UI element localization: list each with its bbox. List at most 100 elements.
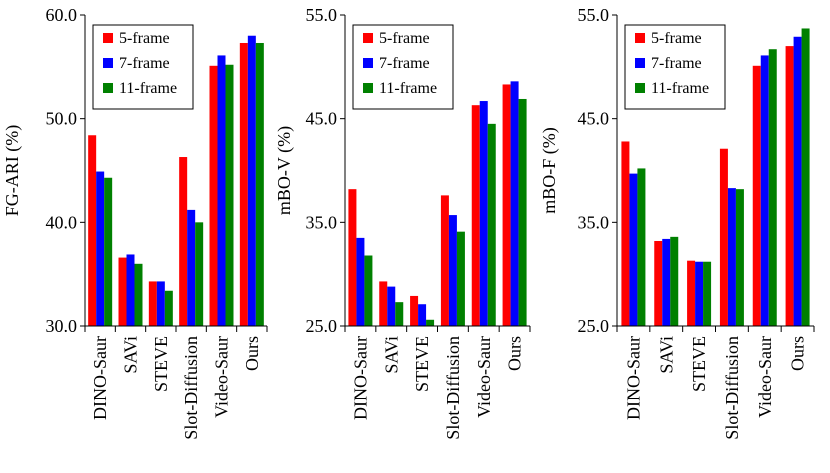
legend-swatch-7-frame — [103, 58, 113, 68]
legend-swatch-5-frame — [103, 33, 113, 43]
x-tick-label: Video-Saur — [755, 336, 775, 418]
legend-label-7-frame: 7-frame — [379, 55, 430, 72]
y-axis-label: mBO-V (%) — [274, 126, 295, 215]
bar-5-frame-Video-Saur — [471, 105, 480, 326]
x-tick-label: Slot-Diffusion — [181, 336, 201, 440]
legend-swatch-11-frame — [363, 83, 373, 93]
x-tick-label: Slot-Diffusion — [443, 336, 463, 440]
bar-11-frame-Video-Saur — [225, 64, 234, 326]
bar-5-frame-Video-Saur — [209, 65, 218, 327]
x-tick-label: STEVE — [151, 336, 171, 392]
bar-11-frame-Slot-Diffusion — [456, 231, 465, 326]
legend-label-5-frame: 5-frame — [651, 30, 702, 47]
bar-5-frame-Ours — [785, 46, 794, 326]
legend-swatch-5-frame — [635, 33, 645, 43]
x-tick-label: STEVE — [412, 336, 432, 392]
bar-5-frame-STEVE — [148, 281, 157, 326]
y-tick-label: 25.0 — [306, 316, 338, 336]
legend-label-11-frame: 11-frame — [119, 80, 177, 97]
chart-panel-1: 30.0 40.0 50.0 60.0 DINO-Saur SAVi STEVE Slot-D… — [2, 5, 268, 440]
bar-11-frame-STEVE — [164, 290, 173, 326]
bar-7-frame-Ours — [247, 35, 256, 326]
x-tick-label: Video-Saur — [474, 336, 494, 418]
legend-swatch-7-frame — [363, 58, 373, 68]
bar-11-frame-Slot-Diffusion — [735, 189, 744, 326]
y-tick-label: 35.0 — [306, 212, 338, 232]
x-tick-label: SAVi — [121, 336, 141, 374]
bar-11-frame-Ours — [801, 28, 810, 327]
bar-11-frame-Ours — [518, 98, 527, 326]
bar-7-frame-SAVi — [126, 254, 135, 326]
x-tick-label: STEVE — [689, 336, 709, 392]
x-tick-label: DINO-Saur — [623, 336, 643, 420]
x-tick-label: Video-Saur — [212, 336, 232, 418]
legend-label-5-frame: 5-frame — [379, 30, 430, 47]
bar-5-frame-SAVi — [654, 240, 663, 326]
bar-11-frame-SAVi — [134, 263, 143, 326]
bar-11-frame-STEVE — [426, 319, 435, 326]
x-tick-label: DINO-Saur — [350, 336, 370, 420]
y-tick-label: 40.0 — [46, 212, 78, 232]
legend-swatch-11-frame — [635, 83, 645, 93]
bar-7-frame-SAVi — [662, 238, 671, 326]
bar-7-frame-STEVE — [418, 304, 427, 326]
bar-5-frame-Video-Saur — [752, 65, 761, 327]
legend-swatch-11-frame — [103, 83, 113, 93]
y-tick-label: 55.0 — [306, 5, 338, 25]
bar-7-frame-DINO-Saur — [356, 237, 365, 326]
bar-7-frame-Ours — [510, 81, 519, 326]
bar-5-frame-DINO-Saur — [88, 135, 97, 326]
bar-5-frame-Ours — [502, 84, 511, 326]
bar-7-frame-DINO-Saur — [629, 173, 638, 326]
y-tick-label: 45.0 — [306, 109, 338, 129]
legend-label-7-frame: 7-frame — [119, 55, 170, 72]
bar-7-frame-Video-Saur — [479, 101, 488, 326]
bar-11-frame-Slot-Diffusion — [195, 222, 204, 326]
y-axis-label: FG-ARI (%) — [2, 125, 23, 217]
x-tick-label: SAVi — [656, 336, 676, 374]
legend-swatch-7-frame — [635, 58, 645, 68]
x-tick-label: Ours — [788, 336, 808, 371]
bar-7-frame-Ours — [793, 36, 802, 327]
bar-11-frame-SAVi — [670, 236, 679, 326]
bar-7-frame-SAVi — [387, 286, 396, 326]
y-tick-label: 60.0 — [46, 5, 78, 25]
bar-7-frame-DINO-Saur — [96, 171, 105, 326]
bar-5-frame-STEVE — [410, 295, 419, 326]
bar-11-frame-DINO-Saur — [637, 168, 646, 326]
x-tick-label: DINO-Saur — [90, 336, 110, 420]
bar-5-frame-DINO-Saur — [621, 141, 630, 326]
legend-swatch-5-frame — [363, 33, 373, 43]
x-tick-label: Ours — [242, 336, 262, 371]
chart-panel-3: 25.0 35.0 45.0 55.0 DINO-Saur SAVi STEVE Slot-D… — [539, 5, 815, 440]
legend-label-11-frame: 11-frame — [379, 80, 437, 97]
y-tick-label: 50.0 — [46, 109, 78, 129]
bar-11-frame-Video-Saur — [487, 123, 496, 326]
bar-5-frame-DINO-Saur — [348, 189, 357, 326]
bar-7-frame-Video-Saur — [217, 55, 226, 327]
x-tick-label: Slot-Diffusion — [722, 336, 742, 440]
legend-label-11-frame: 11-frame — [651, 80, 709, 97]
y-tick-label: 25.0 — [578, 316, 610, 336]
bar-7-frame-Slot-Diffusion — [187, 209, 196, 326]
y-tick-label: 55.0 — [578, 5, 610, 25]
bar-11-frame-Video-Saur — [768, 49, 777, 327]
bar-5-frame-STEVE — [687, 260, 696, 326]
bar-5-frame-Slot-Diffusion — [440, 195, 449, 326]
bar-5-frame-Slot-Diffusion — [719, 148, 728, 326]
legend-label-7-frame: 7-frame — [651, 55, 702, 72]
x-tick-label: Ours — [505, 336, 525, 371]
y-tick-label: 30.0 — [46, 316, 78, 336]
bar-7-frame-Slot-Diffusion — [727, 188, 736, 326]
bar-11-frame-Ours — [255, 42, 264, 327]
bar-5-frame-SAVi — [118, 257, 127, 326]
x-tick-label: SAVi — [381, 336, 401, 374]
bar-5-frame-Ours — [239, 42, 248, 327]
bar-5-frame-SAVi — [379, 281, 388, 326]
bar-7-frame-STEVE — [156, 281, 165, 326]
bar-11-frame-SAVi — [395, 302, 404, 326]
bar-11-frame-DINO-Saur — [364, 255, 373, 326]
chart-panel-2: 25.0 35.0 45.0 55.0 DINO-Saur SAVi STEVE Slot-D… — [274, 5, 531, 440]
